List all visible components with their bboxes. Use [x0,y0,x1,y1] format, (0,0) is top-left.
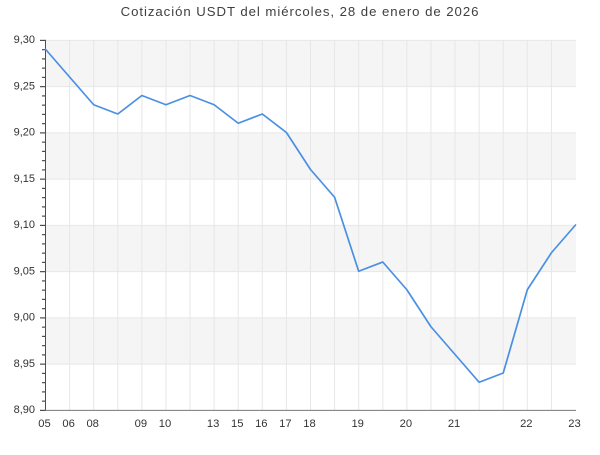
svg-text:08: 08 [86,418,98,430]
svg-text:9,05: 9,05 [14,265,35,277]
svg-text:9,25: 9,25 [14,80,35,92]
svg-text:9,00: 9,00 [14,312,35,324]
svg-text:19: 19 [351,418,363,430]
svg-text:Cotización USDT del miércoles,: Cotización USDT del miércoles, 28 de ene… [121,4,480,19]
svg-text:13: 13 [207,418,219,430]
svg-text:15: 15 [231,418,243,430]
svg-text:09: 09 [135,418,147,430]
svg-text:9,20: 9,20 [14,127,35,139]
svg-text:20: 20 [400,418,412,430]
svg-text:05: 05 [38,418,50,430]
svg-text:9,10: 9,10 [14,219,35,231]
svg-text:8,95: 8,95 [14,358,35,370]
svg-text:22: 22 [520,418,532,430]
svg-text:18: 18 [303,418,315,430]
svg-text:16: 16 [255,418,267,430]
svg-text:10: 10 [159,418,171,430]
svg-text:17: 17 [279,418,291,430]
svg-text:23: 23 [568,418,580,430]
svg-text:9,15: 9,15 [14,173,35,185]
svg-text:06: 06 [62,418,74,430]
svg-text:9,30: 9,30 [14,34,35,46]
svg-text:21: 21 [448,418,460,430]
svg-text:8,90: 8,90 [14,404,35,416]
